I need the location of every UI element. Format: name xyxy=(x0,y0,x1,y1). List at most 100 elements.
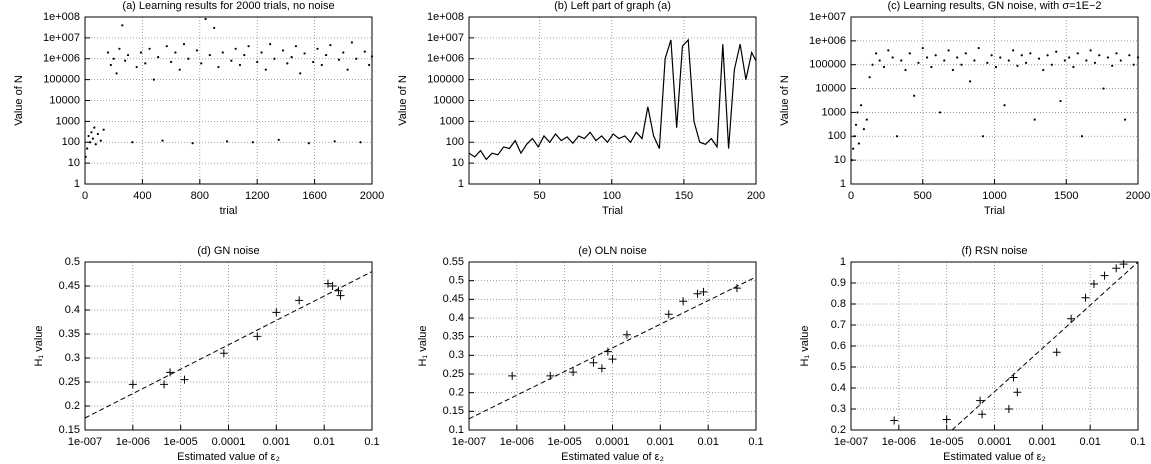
point xyxy=(126,53,130,57)
point xyxy=(1100,271,1109,280)
y-tick-label: 0.15 xyxy=(443,405,464,417)
point xyxy=(1106,56,1109,59)
y-tick-label: 100000 xyxy=(809,59,846,71)
point xyxy=(219,349,228,358)
y-tick-label: 10 xyxy=(68,157,80,169)
point xyxy=(1037,57,1041,60)
y-tick-label: 0.25 xyxy=(443,368,464,380)
point xyxy=(978,410,987,419)
x-tick-label: 0 xyxy=(82,190,88,202)
x-tick-label: 0 xyxy=(848,190,854,202)
y-tick-label: 0.45 xyxy=(59,280,80,292)
x-tick-label: 0.0001 xyxy=(596,436,630,448)
fit-line xyxy=(468,276,757,420)
point xyxy=(93,126,96,129)
point xyxy=(303,52,306,55)
point xyxy=(1119,260,1128,269)
y-tick-label: 1 xyxy=(840,256,846,268)
y-tick-label: 10 xyxy=(452,157,464,169)
x-tick-label: 200 xyxy=(747,190,765,202)
chart-title: (a) Learning results for 2000 trials, no… xyxy=(122,0,334,12)
y-tick-label: 100 xyxy=(62,136,80,148)
y-tick-label: 1 xyxy=(74,178,80,190)
point xyxy=(355,57,358,60)
point xyxy=(608,355,617,364)
x-tick-label: 1e-005 xyxy=(930,436,964,448)
point xyxy=(871,63,874,66)
point xyxy=(118,47,121,50)
point xyxy=(295,296,304,305)
chart-title: (f) RSN noise xyxy=(961,245,1027,257)
point xyxy=(1004,405,1013,413)
x-tick-label: 1e-006 xyxy=(116,436,150,448)
y-tick-label: 0.15 xyxy=(59,424,80,436)
point xyxy=(1016,64,1019,67)
point xyxy=(256,60,259,64)
point xyxy=(88,141,92,144)
x-tick-label: 800 xyxy=(191,190,209,202)
y-tick-label: 0.4 xyxy=(831,382,846,394)
y-axis-title: H₁ value xyxy=(33,325,45,366)
chart-title: (e) OLN noise xyxy=(578,245,646,257)
point xyxy=(977,46,980,50)
x-tick-label: 1500 xyxy=(1054,190,1078,202)
point xyxy=(99,139,102,142)
point xyxy=(1112,264,1121,273)
point xyxy=(152,78,155,81)
point xyxy=(1068,56,1071,59)
point xyxy=(1024,61,1028,64)
y-tick-label: 0.5 xyxy=(449,275,464,287)
y-tick-label: 10000 xyxy=(815,82,846,94)
point xyxy=(336,291,345,300)
point xyxy=(994,65,998,69)
point xyxy=(178,68,181,71)
y-tick-label: 10000 xyxy=(49,94,80,106)
x-tick-label: 1e-007 xyxy=(452,436,486,448)
point xyxy=(917,61,920,64)
y-tick-label: 0.55 xyxy=(443,256,464,268)
x-axis-title: Estimated value of ε₂ xyxy=(177,451,280,463)
point xyxy=(102,128,105,131)
x-tick-label: 50 xyxy=(534,190,546,202)
point xyxy=(865,118,868,121)
point xyxy=(1102,87,1105,90)
point xyxy=(230,59,233,62)
x-tick-label: 2000 xyxy=(360,190,384,202)
point xyxy=(1089,280,1098,289)
point xyxy=(96,132,100,136)
point xyxy=(976,396,985,405)
x-axis-title: Estimated value of ε₂ xyxy=(561,451,664,463)
point xyxy=(195,49,199,52)
point xyxy=(969,80,972,83)
point xyxy=(359,141,362,144)
point xyxy=(109,63,112,67)
y-tick-label: 1e+007 xyxy=(809,11,846,23)
x-axis-title: Estimated value of ε₂ xyxy=(943,451,1046,463)
point xyxy=(334,286,343,295)
point xyxy=(135,65,138,69)
point xyxy=(234,47,237,50)
point xyxy=(850,159,853,162)
y-tick-label: 100 xyxy=(828,130,846,142)
point xyxy=(139,51,143,54)
point xyxy=(891,56,894,59)
point xyxy=(221,51,224,54)
y-tick-label: 0.1 xyxy=(449,424,464,436)
point xyxy=(1063,59,1066,62)
point xyxy=(1132,63,1135,66)
point xyxy=(94,143,97,146)
point xyxy=(882,65,886,69)
point xyxy=(1055,50,1058,53)
y-tick-label: 1 xyxy=(458,178,464,190)
x-tick-label: 0.0001 xyxy=(978,436,1012,448)
point xyxy=(87,134,90,138)
x-tick-label: 400 xyxy=(133,190,151,202)
point xyxy=(925,56,929,59)
point xyxy=(294,45,298,48)
point xyxy=(868,76,871,79)
point xyxy=(859,104,863,107)
point xyxy=(1093,61,1097,64)
point xyxy=(213,26,216,30)
point xyxy=(852,147,855,150)
point xyxy=(679,297,688,306)
